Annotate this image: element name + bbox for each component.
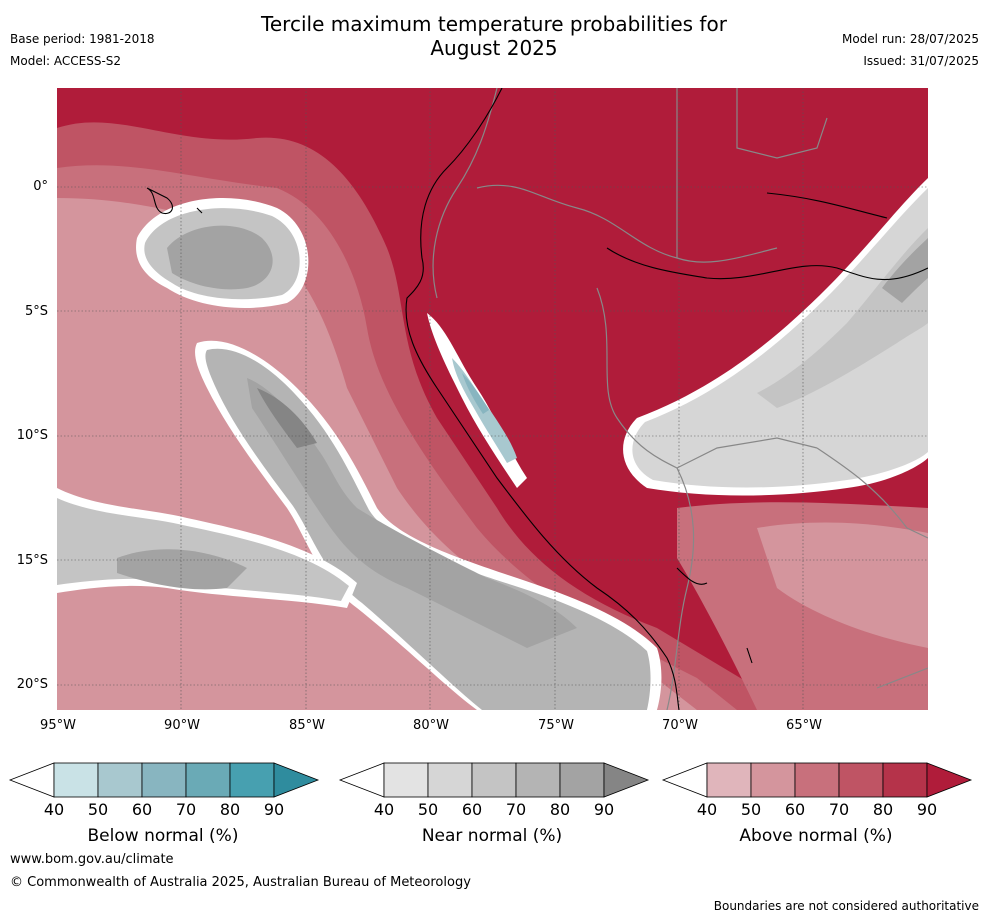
above-normal-label: Above normal (%) [739, 826, 893, 846]
footer-copyright: © Commonwealth of Australia 2025, Austra… [10, 875, 471, 890]
lat-tick-10s: 10°S [16, 428, 48, 443]
below-normal-low-extend [8, 762, 55, 798]
lat-tick-20s: 20°S [16, 677, 48, 692]
below-normal-colorbar [8, 762, 320, 798]
below-normal-tick-50: 50 [87, 800, 109, 819]
title-line-2: August 2025 [430, 36, 558, 60]
near-normal-tick-50: 50 [417, 800, 439, 819]
above-normal-low-extend [661, 762, 708, 798]
model-run: Model run: 28/07/2025 [841, 32, 979, 46]
near-normal-colorbar [338, 762, 650, 798]
colorbars [8, 762, 973, 798]
footer-url: www.bom.gov.au/climate [10, 852, 174, 867]
lon-tick-70w: 70°W [662, 718, 698, 733]
near-normal-high-extend [603, 762, 650, 798]
near-normal-swatch-3 [515, 762, 561, 798]
above-normal-swatch-2 [794, 762, 840, 798]
model-name: Model: ACCESS-S2 [10, 54, 122, 68]
near-normal-tick-90: 90 [593, 800, 615, 819]
below-normal-swatch-0 [53, 762, 99, 798]
near-normal-tick-70: 70 [505, 800, 527, 819]
lon-tick-75w: 75°W [538, 718, 574, 733]
near-normal-label: Near normal (%) [421, 826, 563, 846]
near-normal-tick-60: 60 [461, 800, 483, 819]
above-normal-tick-60: 60 [784, 800, 806, 819]
above-normal-tick-50: 50 [740, 800, 762, 819]
below-normal-tick-70: 70 [175, 800, 197, 819]
below-normal-high-extend [273, 762, 320, 798]
near-normal-swatch-4 [559, 762, 605, 798]
issued-date: Issued: 31/07/2025 [863, 54, 979, 68]
map-title: Tercile maximum temperature probabilitie… [0, 12, 988, 60]
near-normal-tick-80: 80 [549, 800, 571, 819]
meta-left: Base period: 1981-2018 Model: ACCESS-S2 [10, 31, 155, 69]
above-normal-tick-70: 70 [828, 800, 850, 819]
lon-tick-65w: 65°W [786, 718, 822, 733]
below-normal-tick-90: 90 [263, 800, 285, 819]
above-normal-tick-80: 80 [872, 800, 894, 819]
probability-map [57, 88, 928, 710]
near-normal-swatch-0 [383, 762, 429, 798]
above-normal-tick-90: 90 [916, 800, 938, 819]
below-normal-tick-60: 60 [131, 800, 153, 819]
above-normal-swatch-3 [838, 762, 884, 798]
below-normal-swatch-1 [97, 762, 143, 798]
lat-tick-15s: 15°S [16, 553, 48, 568]
near-normal-swatch-2 [471, 762, 517, 798]
below-normal-swatch-3 [185, 762, 231, 798]
above-normal-high-extend [926, 762, 973, 798]
above-normal-tick-40: 40 [696, 800, 718, 819]
lon-tick-90w: 90°W [164, 718, 200, 733]
base-period: Base period: 1981-2018 [10, 32, 155, 46]
lat-tick-0: 0° [33, 179, 48, 194]
title-line-1: Tercile maximum temperature probabilitie… [261, 12, 727, 36]
meta-right: Model run: 28/07/2025 Issued: 31/07/2025 [842, 31, 979, 69]
above-normal-swatch-0 [706, 762, 752, 798]
lon-tick-80w: 80°W [413, 718, 449, 733]
near-normal-swatch-1 [427, 762, 473, 798]
near-normal-tick-40: 40 [373, 800, 395, 819]
below-normal-swatch-4 [229, 762, 275, 798]
lon-tick-85w: 85°W [289, 718, 325, 733]
near-normal-east-region [632, 188, 928, 488]
above-normal-swatch-4 [882, 762, 928, 798]
above-normal-colorbar [661, 762, 973, 798]
below-normal-label: Below normal (%) [87, 826, 239, 846]
footer-note: Boundaries are not considered authoritat… [713, 899, 979, 913]
lon-tick-95w: 95°W [40, 718, 76, 733]
below-normal-tick-80: 80 [219, 800, 241, 819]
above-normal-swatch-1 [750, 762, 796, 798]
near-normal-low-extend [338, 762, 385, 798]
below-normal-tick-40: 40 [43, 800, 65, 819]
below-normal-swatch-2 [141, 762, 187, 798]
lat-tick-5s: 5°S [24, 304, 48, 319]
